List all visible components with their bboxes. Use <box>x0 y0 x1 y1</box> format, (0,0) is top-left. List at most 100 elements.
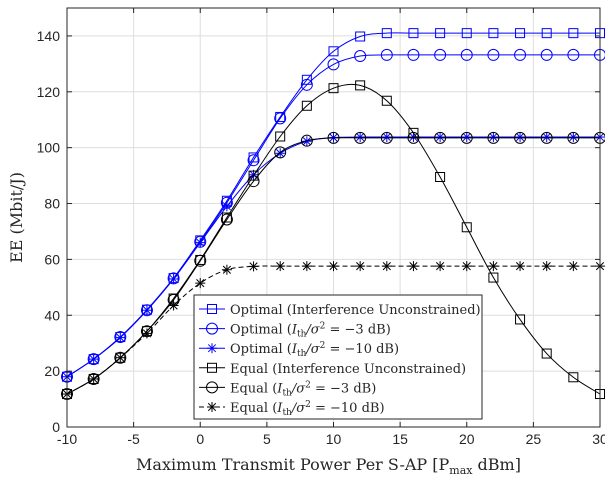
x-tick-label: 25 <box>526 431 542 447</box>
legend-item: Equal (Interference Unconstrained) <box>199 362 466 377</box>
data-point <box>488 261 499 272</box>
data-point <box>141 328 152 339</box>
data-point <box>515 314 526 325</box>
data-point <box>206 322 218 335</box>
x-tick-label: -5 <box>127 431 140 447</box>
ticks: -10 -5 0 5 10 15 20 25 30 0 20 40 60 80 100 120 140 <box>37 8 605 447</box>
x-tick-label: 20 <box>459 431 475 447</box>
x-axis-label-sub: max <box>449 464 473 477</box>
data-point <box>328 83 339 94</box>
data-point <box>88 373 99 384</box>
x-axis-label: Maximum Transmit Power Per S-AP [Pmax dB… <box>136 455 521 477</box>
x-tick-label: 10 <box>326 431 342 447</box>
data-point <box>168 273 179 284</box>
data-point <box>381 261 392 272</box>
legend: Optimal (Interference Unconstrained) Opti… <box>193 294 483 420</box>
data-point <box>407 131 420 144</box>
data-point <box>541 348 552 359</box>
data-point <box>488 28 499 39</box>
data-point <box>140 304 153 317</box>
data-point <box>168 300 179 311</box>
data-point <box>141 305 152 316</box>
data-point <box>355 261 366 272</box>
data-point <box>460 131 473 144</box>
legend-item: Optimal (Ith/σ2 = −3 dB) <box>199 322 391 340</box>
y-tick-label: 20 <box>44 363 60 379</box>
x-tick-label: 30 <box>592 431 605 447</box>
y-tick-label: 80 <box>44 196 60 212</box>
data-point <box>407 48 420 61</box>
data-point <box>568 372 579 383</box>
data-point <box>275 131 286 142</box>
data-point <box>461 28 472 39</box>
x-tick-label: 0 <box>196 431 204 447</box>
data-point <box>435 132 446 143</box>
series-line <box>66 137 600 395</box>
y-tick-label: 40 <box>44 307 60 323</box>
data-point <box>114 351 127 364</box>
data-point <box>221 201 232 212</box>
data-point <box>381 132 392 143</box>
data-point <box>434 48 447 61</box>
data-point <box>300 134 313 147</box>
data-point <box>115 332 126 343</box>
legend-label: Optimal (Interference Unconstrained) <box>230 303 481 318</box>
data-point <box>328 46 339 57</box>
data-point <box>461 132 472 143</box>
data-point <box>461 222 472 233</box>
x-axis-label-tail: dBm] <box>472 455 521 474</box>
data-point <box>434 131 447 144</box>
data-point <box>514 131 527 144</box>
data-point <box>221 264 232 275</box>
data-point <box>87 353 100 366</box>
legend-item: Equal (Ith/σ2 = −10 dB) <box>199 400 385 418</box>
data-point <box>381 95 392 106</box>
data-point <box>435 171 446 182</box>
data-point <box>514 48 527 61</box>
data-point <box>274 112 287 125</box>
data-point <box>488 132 499 143</box>
legend-item: Optimal (Interference Unconstrained) <box>199 303 481 318</box>
x-tick-label: 5 <box>263 431 271 447</box>
legend-label: Equal (Ith/σ2 = −10 dB) <box>230 400 385 418</box>
legend-box <box>193 294 483 420</box>
y-axis-label: EE (Mbit/J) <box>7 172 26 263</box>
data-point <box>301 261 312 272</box>
data-point <box>301 100 312 111</box>
data-point <box>355 132 366 143</box>
legend-label: Optimal (Ith/σ2 = −10 dB) <box>230 341 399 359</box>
data-point <box>461 261 472 272</box>
data-point <box>354 50 367 63</box>
data-point <box>568 261 579 272</box>
data-point <box>207 362 217 373</box>
data-point <box>207 304 217 314</box>
data-point <box>380 131 393 144</box>
data-point <box>381 28 392 39</box>
data-point <box>207 402 217 412</box>
x-tick-label: -10 <box>57 431 77 447</box>
data-point <box>327 58 340 71</box>
data-point <box>300 78 313 91</box>
series-line <box>66 265 600 395</box>
data-point <box>568 28 579 39</box>
data-point <box>567 48 580 61</box>
legend-item: Equal (Ith/σ2 = −3 dB) <box>199 380 376 398</box>
legend-label: Optimal (Ith/σ2 = −3 dB) <box>230 322 391 340</box>
y-tick-label: 140 <box>37 28 61 44</box>
data-point <box>194 254 207 267</box>
data-point <box>220 213 233 226</box>
data-point <box>541 28 552 39</box>
grid <box>66 8 601 428</box>
data-point <box>487 48 500 61</box>
data-point <box>408 127 419 138</box>
y-tick-label: 0 <box>52 419 60 435</box>
data-point <box>460 48 473 61</box>
data-point <box>195 278 206 289</box>
data-point <box>568 132 579 143</box>
data-point <box>206 381 218 394</box>
data-point <box>247 175 260 188</box>
data-point <box>380 48 393 61</box>
data-point <box>115 352 126 363</box>
data-point <box>540 131 553 144</box>
